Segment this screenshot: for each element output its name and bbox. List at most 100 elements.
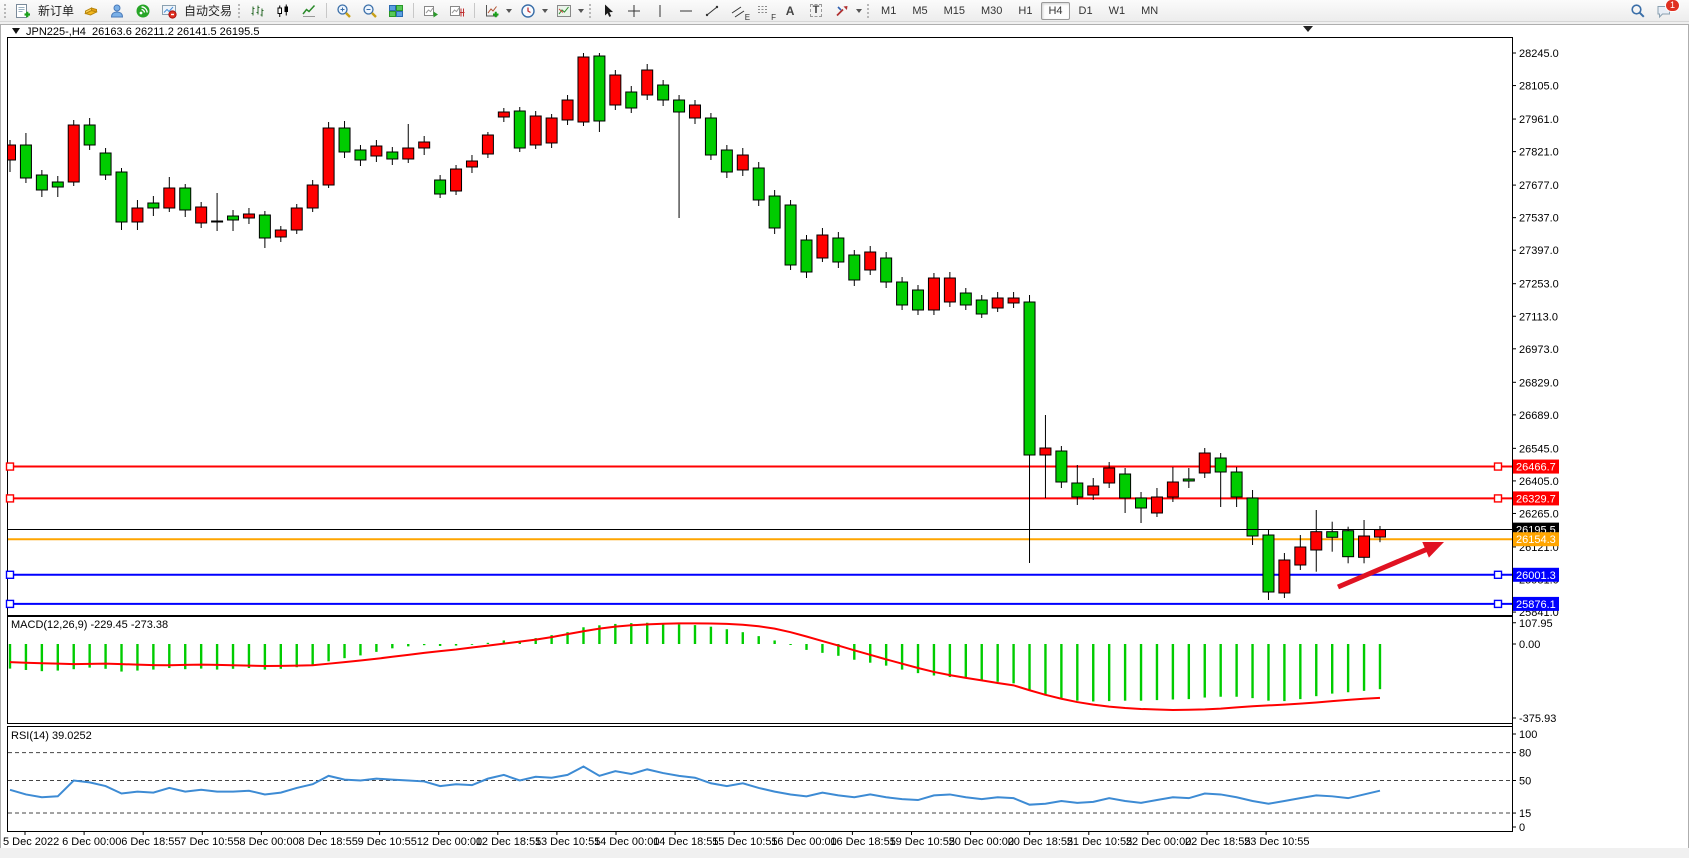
text-label-button[interactable]: T <box>803 0 829 22</box>
trendline-button[interactable] <box>699 0 725 22</box>
periods-dropdown-arrow-icon[interactable] <box>542 8 549 13</box>
timeframe-h1-button[interactable]: H1 <box>1018 4 1033 17</box>
price-label-box[interactable] <box>1513 596 1559 611</box>
text-button[interactable]: A <box>777 0 803 22</box>
community-button[interactable] <box>104 0 130 22</box>
fibonacci-button[interactable]: F <box>751 0 777 22</box>
time-axis-label: 8 Dec 18:55 <box>299 836 358 848</box>
shapes-dropdown-arrow-icon[interactable] <box>856 8 863 13</box>
auto-scroll-button[interactable] <box>418 0 444 22</box>
price-axis-tick-label: 80 <box>1519 748 1531 760</box>
line-handle[interactable] <box>1493 462 1503 471</box>
periods-button[interactable] <box>515 0 541 22</box>
candle <box>864 251 877 271</box>
candle <box>99 152 112 176</box>
time-axis-label: 12 Dec 00:00 <box>417 836 482 848</box>
chart-title-overlay[interactable]: JPN225-,H4 26163.6 26211.2 26141.5 26195… <box>12 26 259 38</box>
candle <box>83 124 96 146</box>
macd-indicator <box>8 622 1382 711</box>
equidistant-channel-button[interactable]: E <box>725 0 751 22</box>
cursor-button[interactable] <box>595 0 621 22</box>
candle <box>1182 478 1195 482</box>
line-handle[interactable] <box>5 494 15 503</box>
price-axis-tick-label: 26545.0 <box>1519 443 1559 455</box>
search-button[interactable] <box>1625 0 1651 22</box>
line-handle[interactable] <box>1493 494 1503 503</box>
horizontal-line-button[interactable] <box>673 0 699 22</box>
line-handle[interactable] <box>1493 599 1503 609</box>
crosshair-button[interactable] <box>621 0 647 22</box>
line-handle[interactable] <box>5 462 15 471</box>
chart-shift-marker[interactable] <box>1303 26 1313 32</box>
toolbar-separator <box>474 3 476 18</box>
zoom-in-icon <box>337 3 351 18</box>
candle <box>593 55 606 122</box>
candle <box>211 220 224 223</box>
notifications-button[interactable]: 1 <box>1651 0 1680 22</box>
candle <box>880 257 893 283</box>
price-label-box[interactable] <box>1513 491 1559 506</box>
price-label-box[interactable] <box>1513 567 1559 582</box>
zoom-out-button[interactable] <box>357 0 383 22</box>
indicators-button[interactable] <box>479 0 505 22</box>
chart-shift-button[interactable] <box>444 0 470 22</box>
time-axis-label: 5 Dec 2022 <box>3 836 59 848</box>
candle <box>704 117 717 156</box>
chart-symbol-period: JPN225-,H4 <box>26 26 86 38</box>
new-order-label[interactable]: 新订单 <box>38 4 75 18</box>
indicators-dropdown-arrow-icon[interactable] <box>506 8 513 13</box>
timeframe-m30-button[interactable]: M30 <box>981 4 1003 17</box>
templates-dropdown-arrow-icon[interactable] <box>578 8 585 13</box>
bar-chart-button[interactable] <box>244 0 270 22</box>
new-order-button[interactable] <box>10 0 36 22</box>
vertical-line-icon <box>659 4 661 17</box>
time-axis-label: 9 Dec 10:55 <box>358 836 417 848</box>
chart-dropdown-arrow-icon[interactable] <box>12 28 20 34</box>
search-icon <box>1631 3 1645 18</box>
line-handle[interactable] <box>1493 570 1503 579</box>
price-axis-tick-label: 27113.0 <box>1519 311 1558 323</box>
price-label-box[interactable] <box>1513 459 1559 474</box>
autotrading-button[interactable] <box>156 0 182 22</box>
timeframe-w1-button[interactable]: W1 <box>1108 4 1126 17</box>
time-axis[interactable]: 5 Dec 2022 6 Dec 00:00 6 Dec 18:55 7 Dec 10… <box>0 831 1689 858</box>
candle <box>67 124 80 183</box>
timeframe-m5-button[interactable]: M5 <box>912 4 928 17</box>
price-label-box[interactable] <box>1513 532 1559 547</box>
candle <box>131 207 144 223</box>
timeframe-d1-button[interactable]: D1 <box>1078 4 1093 17</box>
line-chart-button[interactable] <box>296 0 322 22</box>
templates-button[interactable] <box>551 0 577 22</box>
candle <box>1071 482 1084 498</box>
arrows-shapes-button[interactable] <box>829 0 855 22</box>
price-axis[interactable]: 28245.0 28105.0 27961.0 27821.0 27677.0 27537… <box>1512 38 1559 834</box>
timeframe-mn-button[interactable]: MN <box>1141 4 1159 17</box>
candle <box>927 277 940 311</box>
rsi-line <box>9 765 1381 806</box>
timeframe-h4-button[interactable]: H4 <box>1041 1 1070 20</box>
trend-arrow-annotation[interactable] <box>1337 541 1444 590</box>
signals-button[interactable] <box>130 0 156 22</box>
autotrading-label[interactable]: 自动交易 <box>184 4 233 18</box>
horizontal-line-icon <box>680 10 693 11</box>
toolbar-grip <box>867 3 870 18</box>
candle <box>1103 467 1116 484</box>
vertical-line-button[interactable] <box>647 0 673 22</box>
market-button[interactable] <box>78 0 104 22</box>
time-axis-label: 7 Dec 10:55 <box>180 836 239 848</box>
time-axis-label: 23 Dec 10:55 <box>1244 836 1309 848</box>
line-handle[interactable] <box>5 570 15 579</box>
tile-windows-button[interactable] <box>383 0 409 22</box>
candle <box>290 207 303 231</box>
timeframe-m15-button[interactable]: M15 <box>943 4 965 17</box>
text-icon: A <box>785 3 795 18</box>
candlestick-chart-button[interactable] <box>270 0 296 22</box>
candle <box>1055 450 1068 483</box>
line-handle[interactable] <box>5 599 15 609</box>
timeframe-m1-button[interactable]: M1 <box>881 4 897 17</box>
bottom-strip <box>0 848 1689 858</box>
time-axis-label: 12 Dec 18:55 <box>476 836 541 848</box>
zoom-in-button[interactable] <box>331 0 357 22</box>
